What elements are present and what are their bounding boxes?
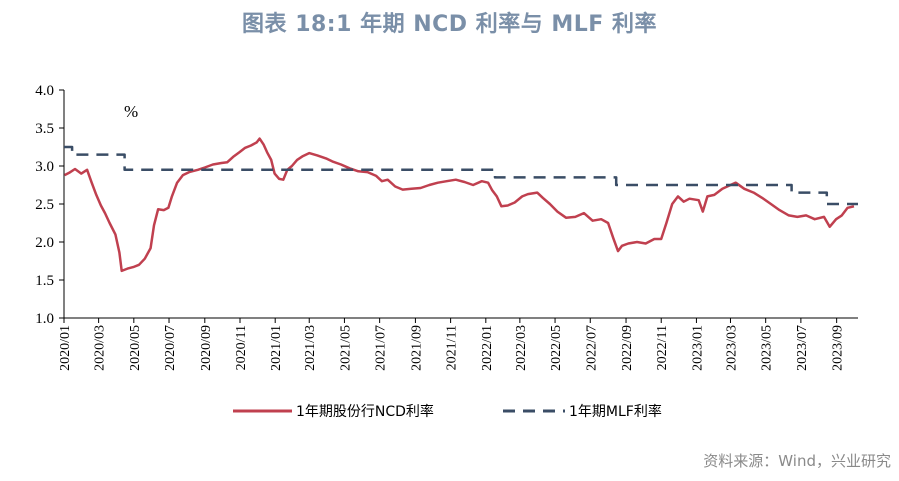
x-tick-label: 2023/01 (690, 325, 705, 371)
x-tick-label: 2021/01 (269, 325, 284, 371)
x-tick-label: 2022/03 (514, 325, 529, 371)
series-line-mlf (64, 145, 858, 206)
series-line-ncd (64, 137, 855, 273)
x-tick-label: 2023/05 (760, 325, 775, 371)
chart-title: 图表 18:1 年期 NCD 利率与 MLF 利率 (242, 12, 657, 37)
x-tick-label: 2021/07 (374, 325, 389, 371)
y-tick-label: 4.0 (35, 83, 54, 99)
x-tick-label: 2021/11 (445, 325, 460, 370)
x-tick-label: 2021/05 (338, 325, 353, 371)
legend: 1年期股份行NCD利率 1年期MLF利率 (233, 403, 662, 420)
x-tick-label: 2022/11 (655, 325, 670, 370)
y-tick-label: 1.0 (35, 311, 54, 327)
plot-frame (63, 90, 858, 319)
x-tick-label: 2021/09 (409, 325, 424, 371)
x-tick-label: 2020/03 (93, 325, 108, 371)
x-tick-label: 2022/01 (480, 325, 495, 371)
x-tick-label: 2023/09 (831, 325, 846, 371)
x-tick-label: 2022/09 (620, 325, 635, 371)
y-tick-label: 2.0 (35, 235, 54, 251)
y-tick-label: 3.5 (35, 121, 54, 137)
x-tick-label: 2020/01 (58, 325, 73, 371)
y-tick-label: 3.0 (35, 159, 54, 175)
y-axis: 1.0 1.5 2.0 2.5 3.0 3.5 4.0 (35, 83, 64, 327)
x-tick-label: 2020/11 (234, 325, 249, 370)
x-tick-label: 2022/05 (549, 325, 564, 371)
x-axis: 2020/01 2020/03 2020/05 2020/07 2020/09 2020/… (58, 318, 846, 371)
x-tick-label: 2020/09 (199, 325, 214, 371)
x-tick-label: 2020/07 (163, 325, 178, 371)
y-tick-label: 2.5 (35, 197, 54, 213)
x-tick-label: 2023/07 (795, 325, 810, 371)
legend-label-ncd: 1年期股份行NCD利率 (296, 403, 434, 420)
y-tick-label: 1.5 (35, 273, 54, 289)
x-tick-label: 2020/05 (128, 325, 143, 371)
unit-label: % (124, 102, 138, 121)
x-tick-label: 2023/03 (724, 325, 739, 371)
legend-label-mlf: 1年期MLF利率 (569, 403, 662, 420)
x-tick-label: 2021/03 (303, 325, 318, 371)
x-tick-label: 2022/07 (584, 325, 599, 371)
source-note: 资料来源：Wind，兴业研究 (703, 452, 891, 470)
series-layer (64, 137, 858, 273)
